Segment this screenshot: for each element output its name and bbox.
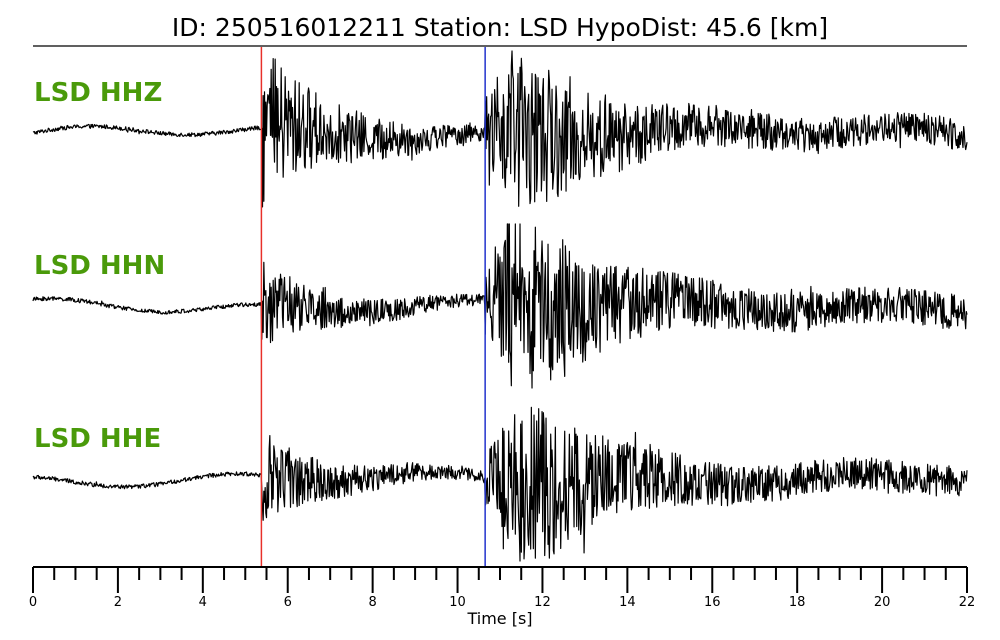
x-axis-label: Time [s] [466,609,532,628]
x-tick-label: 2 [114,595,122,610]
chart-title: ID: 250516012211 Station: LSD HypoDist: … [172,13,828,42]
channel-label: LSD HHN [34,251,165,281]
x-tick-label: 8 [368,595,376,610]
x-tick-label: 16 [704,595,721,610]
pick-lines [260,47,486,566]
trace-lsd-hhe [32,406,968,562]
x-tick-label: 20 [874,595,891,610]
x-tick-label: 0 [29,595,37,610]
trace-lsd-hhz [32,50,968,208]
channel-label: LSD HHE [34,424,161,454]
x-tick-label: 12 [534,595,551,610]
channel-label: LSD HHZ [34,78,162,108]
trace-lsd-hhn [32,223,968,389]
x-tick-label: 6 [284,595,292,610]
x-tick-label: 10 [449,595,466,610]
x-tick-label: 14 [619,595,636,610]
x-tick-label: 4 [199,595,207,610]
x-tick-label: 18 [789,595,806,610]
x-tick-label: 22 [959,595,976,610]
trace-group [32,50,968,562]
channel-labels: LSD HHZ LSD HHN LSD HHE [34,78,165,454]
x-axis: 0 2 4 6 8 10 12 14 16 18 20 22 [29,566,976,610]
